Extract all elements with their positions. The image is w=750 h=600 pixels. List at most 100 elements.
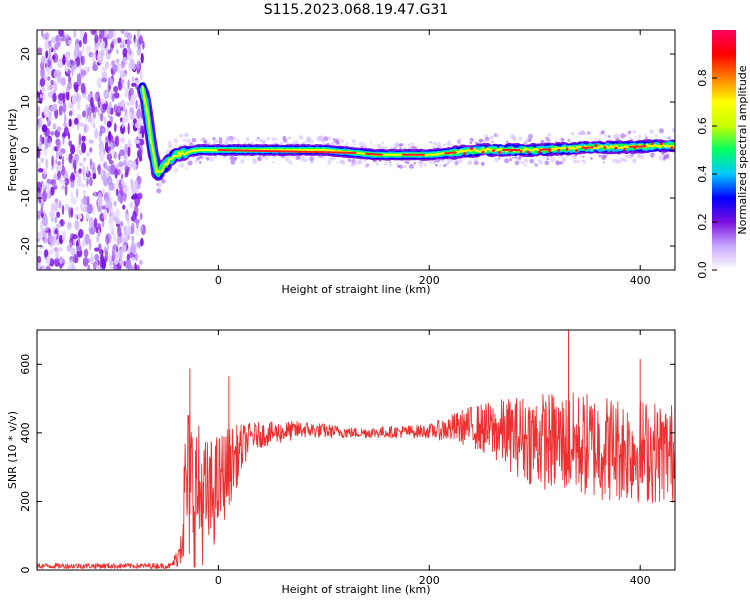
noise-speckle (66, 53, 70, 60)
signal-peak-dot (470, 147, 474, 151)
noise-speckle (128, 90, 131, 101)
signal-haze (442, 143, 446, 147)
noise-speckle (122, 204, 126, 210)
signal-haze (274, 137, 278, 141)
noise-speckle (54, 257, 60, 267)
noise-speckle (136, 30, 141, 40)
noise-speckle (51, 155, 54, 167)
noise-speckle (81, 197, 88, 206)
figure-title: S115.2023.068.19.47.G31 (264, 2, 449, 18)
noise-speckle (63, 122, 67, 128)
noise-speckle (134, 139, 141, 144)
noise-speckle (126, 225, 132, 236)
noise-speckle (37, 47, 43, 54)
noise-speckle (56, 211, 60, 218)
noise-speckle (60, 218, 63, 227)
noise-speckle (120, 41, 124, 49)
noise-speckle (41, 190, 48, 203)
noise-speckle (39, 265, 43, 270)
signal-haze (320, 138, 325, 143)
noise-speckle (52, 123, 57, 130)
noise-speckle (127, 186, 130, 197)
noise-speckle (101, 77, 108, 83)
noise-speckle (85, 152, 91, 157)
noise-speckle (139, 212, 143, 221)
signal-haze (345, 142, 349, 146)
noise-speckle (73, 48, 78, 59)
signal-haze (628, 137, 632, 140)
noise-speckle (55, 42, 59, 51)
signal-haze (309, 139, 315, 144)
signal-peak-dot (650, 142, 654, 145)
colorbar-label: Normalized spectral amplitude (736, 65, 749, 234)
signal-haze (649, 129, 655, 135)
noise-speckle (120, 136, 125, 144)
noise-speckle (114, 218, 121, 225)
signal-haze (523, 158, 529, 163)
signal-haze (632, 129, 637, 134)
noise-speckle (120, 124, 126, 135)
signal-haze (408, 143, 412, 147)
signal-haze (569, 140, 573, 144)
snr-y-tick-label: 0 (19, 567, 32, 574)
signal-haze (555, 160, 560, 165)
noise-speckle (46, 82, 50, 91)
noise-speckle (58, 165, 63, 172)
noise-speckle (85, 95, 89, 102)
signal-haze (456, 140, 461, 145)
noise-speckle (89, 147, 93, 153)
signal-haze (178, 162, 185, 168)
noise-speckle (101, 188, 106, 194)
signal-haze (588, 131, 592, 135)
noise-speckle (129, 58, 135, 70)
signal-haze (271, 136, 276, 142)
noise-speckle (42, 236, 46, 241)
signal-haze (603, 154, 607, 159)
noise-speckle (47, 76, 51, 81)
noise-speckle (141, 130, 145, 139)
signal-haze (506, 140, 509, 144)
noise-speckle (37, 210, 41, 219)
noise-speckle (136, 264, 140, 270)
noise-speckle (42, 86, 45, 92)
signal-haze (590, 157, 593, 160)
noise-speckle (76, 93, 81, 104)
noise-speckle (78, 40, 82, 48)
noise-speckle (57, 60, 63, 68)
noise-speckle (82, 44, 85, 54)
spectrogram-y-label: Frequency (Hz) (6, 109, 19, 192)
noise-speckle (135, 99, 138, 110)
noise-speckle (83, 123, 88, 134)
snr-marks (37, 330, 675, 570)
noise-speckle (140, 52, 144, 64)
signal-peak-dot (537, 150, 541, 154)
noise-speckle (123, 113, 129, 123)
noise-speckle (80, 55, 85, 66)
noise-speckle (81, 135, 86, 142)
noise-speckle (74, 219, 80, 231)
signal-haze (332, 137, 335, 141)
noise-speckle (115, 188, 119, 197)
noise-speckle (62, 55, 66, 66)
snr-panel: 0 200 400 0 200 400 600 Height of straight li… (6, 329, 676, 596)
signal-haze (489, 135, 494, 140)
noise-speckle (38, 197, 42, 204)
signal-haze (198, 154, 203, 159)
noise-speckle (130, 256, 136, 261)
noise-speckle (134, 218, 141, 224)
signal-haze (167, 140, 172, 145)
noise-speckle (106, 120, 112, 128)
noise-speckle (139, 259, 143, 265)
noise-speckle (132, 76, 135, 83)
noise-speckle (48, 248, 54, 255)
signal-haze (207, 141, 211, 146)
noise-speckle (86, 166, 89, 175)
noise-speckle (73, 237, 76, 247)
noise-speckle (139, 138, 145, 146)
signal-haze (237, 141, 240, 145)
signal-haze (637, 153, 641, 157)
signal-haze (546, 157, 550, 161)
signal-haze (194, 159, 198, 163)
noise-speckle (120, 60, 126, 69)
noise-speckle (99, 30, 105, 39)
